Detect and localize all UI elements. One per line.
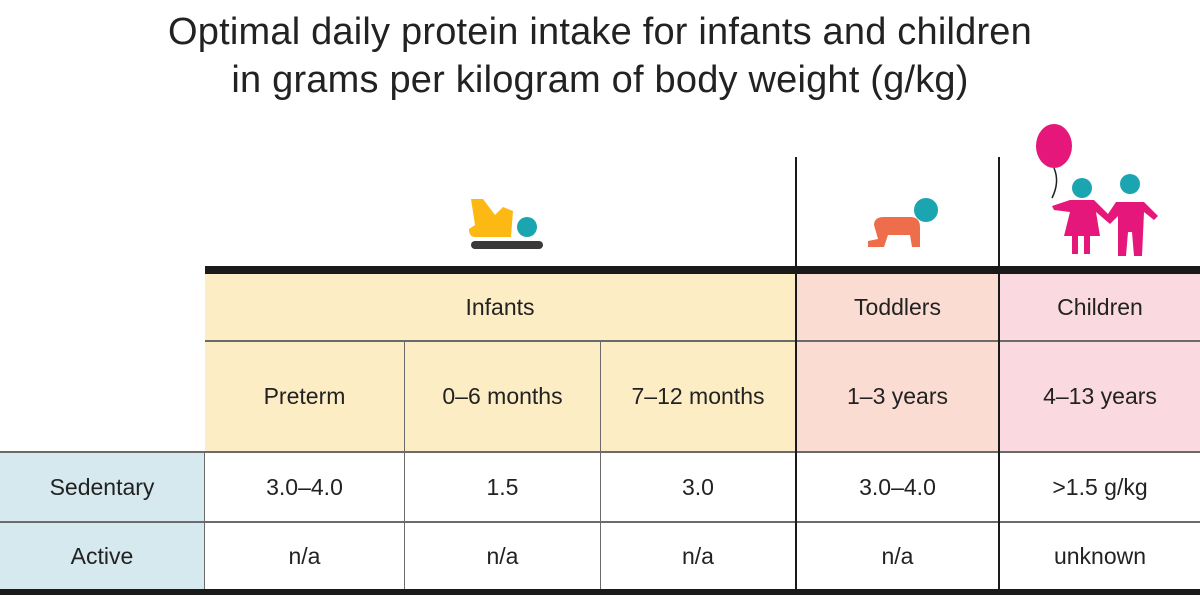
vrule-infants-toddlers xyxy=(795,157,797,589)
title-line-2: in grams per kilogram of body weight (g/… xyxy=(231,59,969,101)
group-header-infants: Infants xyxy=(205,274,795,340)
group-header-toddlers: Toddlers xyxy=(797,274,998,340)
vrule-toddlers-children xyxy=(998,157,1000,589)
cell-sedentary-4-13-years: >1.5 g/kg xyxy=(1052,473,1148,500)
cell-active-7-12-months: n/a xyxy=(682,542,714,569)
column-header-1-3-years: 1–3 years xyxy=(797,342,998,451)
cell-sedentary-0-6-months: 1.5 xyxy=(486,473,519,500)
cell-active-preterm: n/a xyxy=(288,542,321,569)
cell-sedentary-1-3-years: 3.0–4.0 xyxy=(859,473,936,500)
column-header-4-13-years: 4–13 years xyxy=(1000,342,1200,451)
column-header-0-6-months: 0–6 months xyxy=(405,342,600,451)
chart-title: Optimal daily protein intake for infants… xyxy=(0,8,1200,104)
header-top-rule xyxy=(205,266,1200,274)
row-header-sedentary: Sedentary xyxy=(0,453,204,521)
column-header-preterm: Preterm xyxy=(205,342,404,451)
cell-active-4-13-years: unknown xyxy=(1053,542,1147,569)
cell-sedentary-7-12-months: 3.0 xyxy=(682,473,714,500)
table-bottom-rule xyxy=(0,589,1200,595)
title-line-1: Optimal daily protein intake for infants… xyxy=(168,11,1032,53)
cell-sedentary-preterm: 3.0–4.0 xyxy=(266,473,343,500)
vrule-row-header xyxy=(204,451,205,589)
rule-below-group-headers xyxy=(205,340,1200,342)
vrule-0-6-months xyxy=(600,342,601,589)
crawling-toddler-icon xyxy=(868,198,938,247)
column-header-7-12-months: 7–12 months xyxy=(601,342,795,451)
cell-active-0-6-months: n/a xyxy=(486,542,519,569)
vrule-preterm xyxy=(404,342,405,589)
cell-active-1-3-years: n/a xyxy=(881,542,914,569)
children-balloon-icon xyxy=(1036,124,1158,256)
group-header-children: Children xyxy=(1000,274,1200,340)
row-header-active: Active xyxy=(0,523,204,589)
baby-lying-icon xyxy=(469,199,543,249)
